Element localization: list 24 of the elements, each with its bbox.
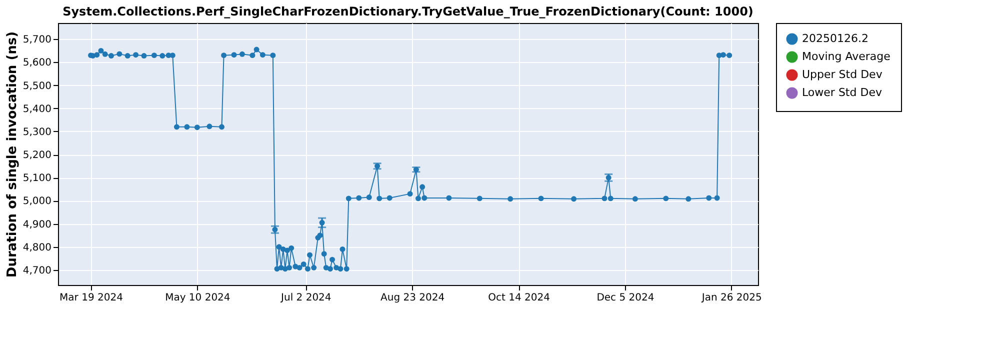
x-tick-label: May 10 2024 bbox=[165, 292, 230, 304]
x-tick-label: Mar 19 2024 bbox=[60, 292, 123, 304]
x-tick-label: Oct 14 2024 bbox=[488, 292, 550, 304]
x-tick-label: Jan 26 2025 bbox=[700, 292, 762, 304]
y-tick-label: 4,700 bbox=[22, 265, 52, 276]
y-tick-label: 5,100 bbox=[22, 173, 52, 184]
chart-title: System.Collections.Perf_SingleCharFrozenDictionary.TryGetValue_True_FrozenDictionary(Count: 1000) bbox=[62, 4, 754, 18]
y-tick-label: 5,600 bbox=[22, 58, 52, 69]
y-axis-title: Duration of single invocation (ns) bbox=[4, 31, 20, 278]
y-tick-label: 5,700 bbox=[22, 34, 52, 46]
legend-label: Moving Average bbox=[802, 50, 891, 63]
y-tick-label: 5,400 bbox=[22, 104, 52, 115]
y-tick-label: 4,800 bbox=[22, 242, 52, 254]
y-tick-label: 4,900 bbox=[22, 219, 52, 230]
x-tick-label: Jul 2 2024 bbox=[280, 292, 332, 304]
y-tick-label: 5,500 bbox=[22, 80, 52, 92]
y-tick-label: 5,300 bbox=[22, 126, 52, 138]
legend-label: Upper Std Dev bbox=[802, 68, 883, 81]
y-tick-label: 5,000 bbox=[22, 196, 52, 208]
y-tick-label: 5,200 bbox=[22, 150, 52, 162]
legend-label: 20250126.2 bbox=[802, 32, 868, 45]
legend-label: Lower Std Dev bbox=[802, 86, 882, 99]
x-tick-label: Aug 23 2024 bbox=[380, 292, 445, 304]
x-tick-label: Dec 5 2024 bbox=[596, 292, 654, 304]
